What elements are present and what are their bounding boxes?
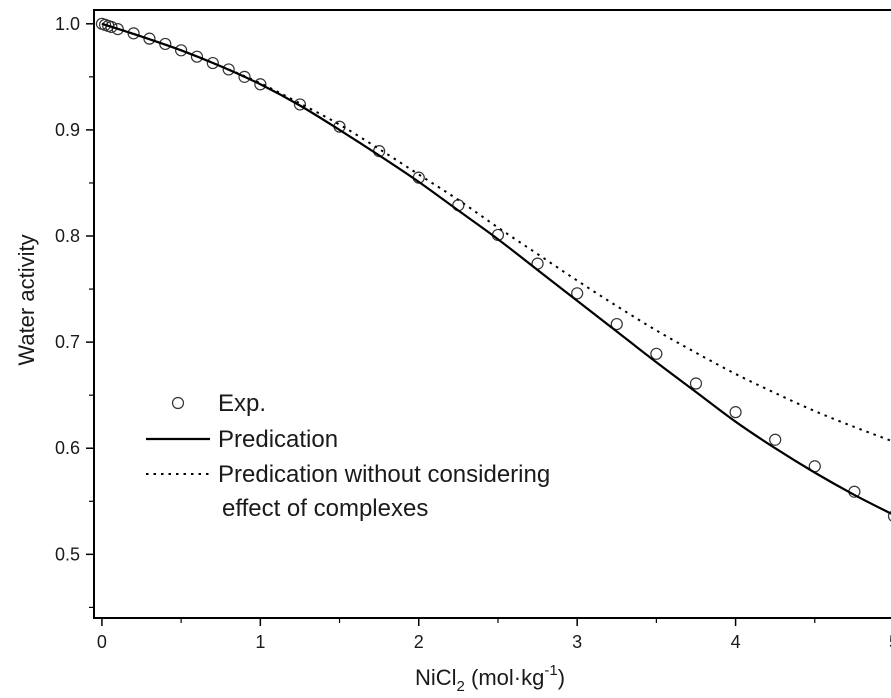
x-axis-title: NiCl2 (mol·kg-1) xyxy=(415,662,565,695)
x-axis-title-main: NiCl xyxy=(415,665,457,690)
y-axis: 0.5 0.6 0.7 0.8 0.9 1.0 xyxy=(55,14,94,608)
legend-entry-exp-label: Exp. xyxy=(218,390,266,417)
exp-data-point xyxy=(222,63,235,76)
x-tick-label: 0 xyxy=(97,632,107,652)
exp-data-point xyxy=(650,347,663,360)
exp-data-point xyxy=(254,78,267,91)
legend-symbol-circle xyxy=(171,396,185,410)
x-axis-title-end: ) xyxy=(558,665,565,690)
y-tick-label: 1.0 xyxy=(55,14,80,34)
y-tick-label: 0.9 xyxy=(55,120,80,140)
exp-data-point xyxy=(293,98,307,111)
exp-data-point xyxy=(571,287,584,300)
exp-data-point xyxy=(769,433,782,446)
exp-data-point xyxy=(689,377,703,390)
legend-entry-no-complexes-label: Predication without considering xyxy=(218,461,550,488)
x-tick-label: 1 xyxy=(255,632,265,652)
x-axis-title-subscript: 2 xyxy=(457,678,465,695)
exp-data-point xyxy=(143,32,156,45)
x-tick-label: 5 xyxy=(889,632,891,652)
x-tick-label: 3 xyxy=(572,632,582,652)
prediction-line xyxy=(101,22,891,515)
y-tick-label: 0.6 xyxy=(55,438,80,458)
x-axis-title-superscript: -1 xyxy=(544,662,557,679)
y-tick-label: 0.5 xyxy=(55,544,80,564)
exp-data-point xyxy=(238,70,251,83)
exp-data-point xyxy=(206,56,219,70)
y-tick-label: 0.7 xyxy=(55,332,80,352)
no-complex-prediction-line xyxy=(101,22,891,442)
exp-data-point xyxy=(105,20,118,34)
legend-entry-prediction-label: Predication xyxy=(218,426,338,453)
exp-data-point xyxy=(127,27,140,40)
exp-data-point xyxy=(190,50,204,63)
exp-data-point xyxy=(175,44,188,57)
exp-data-point xyxy=(610,317,623,331)
y-tick-label: 0.8 xyxy=(55,226,80,246)
y-axis-title: Water activity xyxy=(14,234,39,365)
x-axis: 0 1 2 3 4 5 xyxy=(97,618,891,652)
legend-entry-no-complexes-label: effect of complexes xyxy=(222,495,428,522)
x-tick-label: 2 xyxy=(414,632,424,652)
series-layer xyxy=(95,17,891,522)
x-axis-title-unit: (mol·kg xyxy=(465,665,544,690)
x-tick-label: 4 xyxy=(731,632,741,652)
legend: Exp. Predication Predication without consi… xyxy=(146,390,550,522)
plot-frame xyxy=(93,9,891,619)
exp-data-point xyxy=(729,406,742,419)
exp-data-point xyxy=(111,22,124,36)
exp-data-point xyxy=(159,37,172,51)
exp-data-point xyxy=(887,510,891,522)
